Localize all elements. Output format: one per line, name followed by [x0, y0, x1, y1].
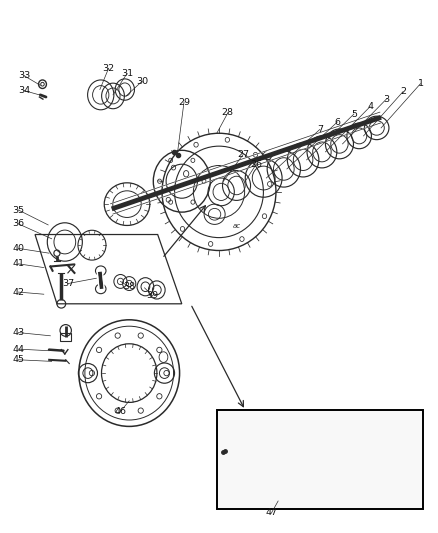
Text: 35: 35 [12, 206, 25, 214]
Text: 7: 7 [317, 125, 323, 134]
Text: 34: 34 [18, 86, 30, 95]
Text: 4: 4 [367, 102, 373, 111]
Text: 29: 29 [178, 98, 190, 107]
Text: 43: 43 [12, 328, 25, 337]
Text: 3: 3 [383, 95, 389, 103]
Text: 40: 40 [12, 244, 25, 253]
Text: 31: 31 [121, 69, 133, 78]
Text: 26: 26 [250, 160, 262, 168]
Text: 46: 46 [114, 407, 127, 416]
Text: 42: 42 [12, 288, 25, 296]
Bar [60, 333, 71, 341]
Text: 32: 32 [102, 64, 115, 72]
Bar [217, 410, 423, 509]
Text: 44: 44 [12, 345, 25, 353]
Text: ac: ac [233, 223, 240, 229]
Text: 33: 33 [18, 71, 30, 80]
Text: 6: 6 [334, 118, 340, 126]
Text: 30: 30 [136, 77, 148, 85]
Text: 2: 2 [400, 87, 406, 96]
Text: 47: 47 [265, 508, 278, 517]
Text: 41: 41 [12, 260, 25, 268]
Text: 36: 36 [12, 220, 25, 228]
Text: 37: 37 [62, 279, 74, 288]
Text: 27: 27 [237, 150, 249, 159]
Text: 28: 28 [222, 109, 234, 117]
Text: 38: 38 [123, 282, 135, 291]
Text: 1: 1 [417, 79, 424, 88]
Text: 45: 45 [12, 356, 25, 364]
Text: 5: 5 [351, 110, 357, 118]
Text: 39: 39 [146, 292, 159, 300]
